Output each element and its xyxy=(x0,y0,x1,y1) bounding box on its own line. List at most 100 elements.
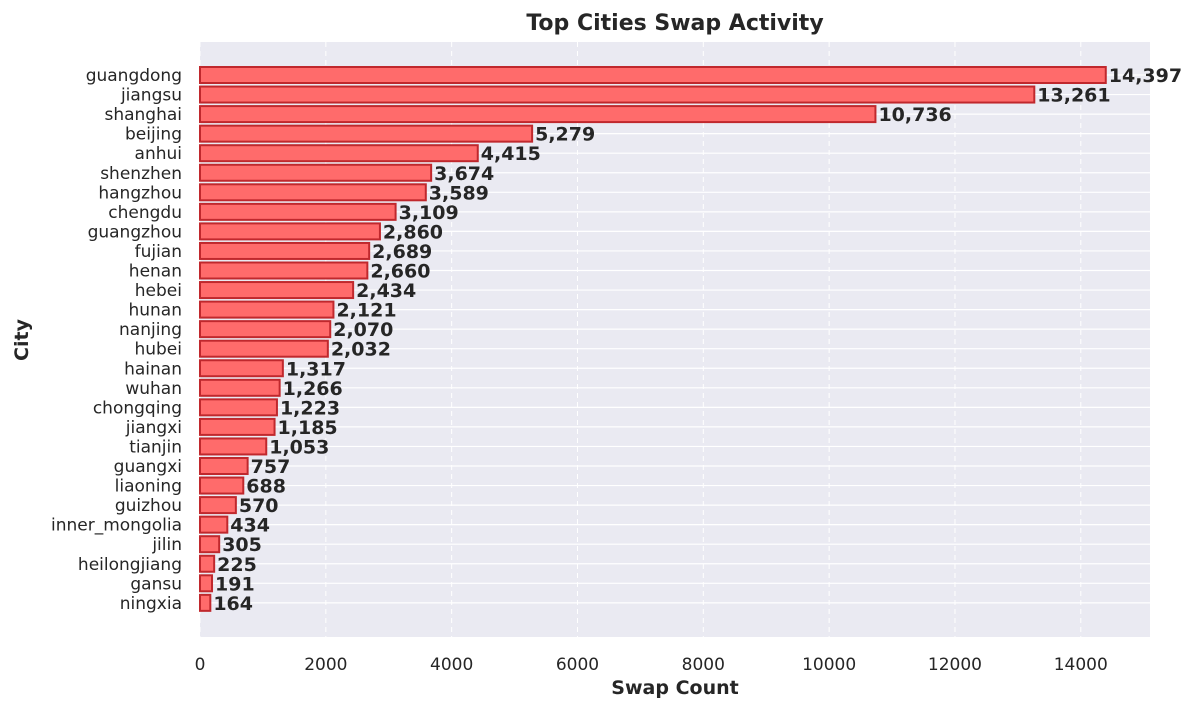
value-label: 14,397 xyxy=(1109,65,1182,87)
value-label: 757 xyxy=(251,456,291,478)
x-tick-label: 2000 xyxy=(304,655,347,675)
bar xyxy=(199,417,276,436)
y-tick-label: beijing xyxy=(125,125,182,145)
x-tick-label: 14000 xyxy=(1054,655,1108,675)
bar xyxy=(199,222,381,241)
value-label: 688 xyxy=(246,476,286,498)
y-tick-label: hebei xyxy=(135,281,182,301)
y-tick-label: inner_mongolia xyxy=(51,516,182,536)
x-tick-label: 12000 xyxy=(928,655,982,675)
x-tick-label: 10000 xyxy=(802,655,856,675)
x-tick-labels: 0 2000 4000 6000 8000 10000 12000 14000 xyxy=(195,655,1108,675)
value-label: 191 xyxy=(215,573,255,595)
x-tick-label: 4000 xyxy=(430,655,473,675)
bar xyxy=(199,339,329,358)
value-label: 164 xyxy=(213,593,253,615)
value-label: 1,185 xyxy=(278,417,338,439)
bar xyxy=(199,320,332,339)
value-label: 2,860 xyxy=(383,221,443,243)
bar xyxy=(199,535,221,554)
value-label: 13,261 xyxy=(1037,85,1110,107)
y-tick-label: jiangsu xyxy=(120,86,182,106)
value-label: 570 xyxy=(239,495,279,517)
y-tick-label: guizhou xyxy=(115,496,182,516)
value-label: 305 xyxy=(222,534,262,556)
y-tick-label: guangdong xyxy=(86,66,182,86)
y-tick-label: gansu xyxy=(130,574,182,594)
y-tick-label: fujian xyxy=(135,242,182,262)
bar xyxy=(199,202,397,221)
value-label: 1,266 xyxy=(283,378,343,400)
x-tick-label: 6000 xyxy=(556,655,599,675)
y-tick-label: chengdu xyxy=(108,203,182,223)
y-tick-label: henan xyxy=(129,262,182,282)
bar xyxy=(199,398,278,417)
bar xyxy=(199,144,479,163)
value-label: 10,736 xyxy=(878,104,951,126)
y-tick-label: liaoning xyxy=(115,477,182,497)
y-tick-label: hubei xyxy=(134,340,182,360)
value-label: 434 xyxy=(230,515,270,537)
value-label: 2,121 xyxy=(336,300,396,322)
bar xyxy=(199,515,229,534)
bar xyxy=(199,457,249,475)
y-tick-label: hangzhou xyxy=(98,183,182,203)
value-label: 3,109 xyxy=(399,202,459,224)
bar xyxy=(199,300,335,319)
value-label: 1,053 xyxy=(269,436,329,458)
bar xyxy=(199,574,214,593)
value-label: 2,070 xyxy=(333,319,393,341)
bar xyxy=(199,261,369,280)
y-tick-label: guangxi xyxy=(114,457,182,477)
bar xyxy=(199,124,534,143)
bar xyxy=(199,554,216,573)
value-label: 2,660 xyxy=(370,261,430,283)
y-tick-label: jiangxi xyxy=(125,418,182,438)
y-tick-label: heilongjiang xyxy=(78,555,182,575)
y-tick-label: chongqing xyxy=(93,398,182,418)
bar xyxy=(199,476,245,495)
value-label: 5,279 xyxy=(535,124,595,146)
bar xyxy=(199,66,1107,84)
y-axis-title: City xyxy=(11,318,33,361)
bar xyxy=(199,281,355,300)
bar xyxy=(199,437,268,456)
bar xyxy=(199,359,284,378)
y-tick-label: wuhan xyxy=(125,379,182,399)
x-tick-label: 8000 xyxy=(682,655,725,675)
y-tick-label: guangzhou xyxy=(88,222,182,242)
bar xyxy=(199,241,371,260)
value-label: 2,434 xyxy=(356,280,416,302)
bar xyxy=(199,85,1036,104)
x-tick-label: 0 xyxy=(195,655,206,675)
bar xyxy=(199,183,427,202)
y-tick-label: jilin xyxy=(151,535,182,555)
value-label: 2,689 xyxy=(372,241,432,263)
value-label: 3,674 xyxy=(434,163,494,185)
bar xyxy=(199,496,237,515)
bars xyxy=(199,66,1107,612)
value-label: 4,415 xyxy=(481,143,541,165)
bar xyxy=(199,593,212,612)
value-label: 2,032 xyxy=(331,339,391,361)
y-tick-label: shanghai xyxy=(104,105,182,125)
y-tick-label: ningxia xyxy=(120,594,182,614)
value-label: 3,589 xyxy=(429,182,489,204)
bar xyxy=(199,105,877,124)
y-tick-labels: guangdongjiangsushanghaibeijinganhuishen… xyxy=(51,66,182,614)
y-tick-label: nanjing xyxy=(119,320,182,340)
y-tick-label: hunan xyxy=(128,301,182,321)
value-label: 1,223 xyxy=(280,397,340,419)
y-tick-label: anhui xyxy=(135,144,182,164)
bar xyxy=(199,378,281,397)
y-tick-label: shenzhen xyxy=(100,164,182,184)
x-axis-title: Swap Count xyxy=(611,677,738,699)
y-tick-label: tianjin xyxy=(129,437,182,457)
y-tick-label: hainan xyxy=(124,359,182,379)
chart-title: Top Cities Swap Activity xyxy=(526,11,823,36)
bar xyxy=(199,163,433,182)
value-label: 225 xyxy=(217,554,257,576)
value-label: 1,317 xyxy=(286,358,346,380)
